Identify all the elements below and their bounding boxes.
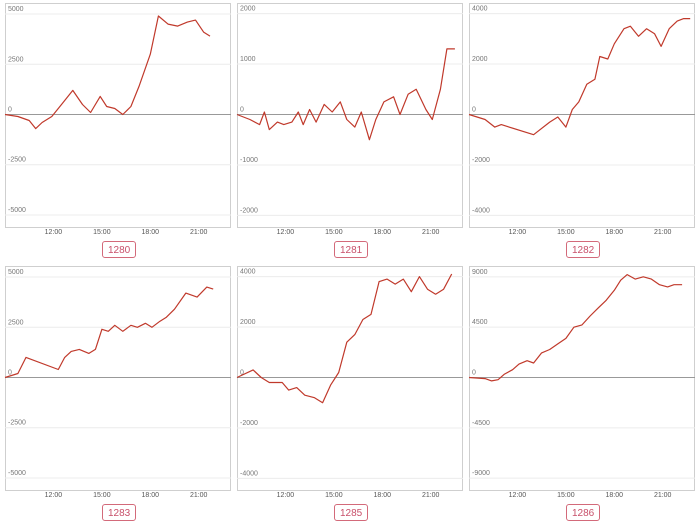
- chart-panel-1281: 2000 1000 0 -1000 -2000 12:00 15:00 18:00 21:00 1…: [236, 3, 463, 263]
- y-tick-label: 0: [8, 370, 12, 377]
- y-tick-label: -5000: [8, 207, 26, 214]
- line-chart: 9000 4500 0 -4500 -9000 12:00 15:00 18:00 21:00: [468, 269, 695, 499]
- plot-frame: [469, 3, 695, 228]
- x-tick-label: 18:00: [606, 229, 624, 236]
- chart-panel-1280: 5000 2500 0 -2500 -5000 12:00 15:00 18:00 21:00 1…: [4, 3, 231, 263]
- y-tick-label: -4000: [240, 470, 258, 477]
- plot-frame: [5, 3, 231, 228]
- x-tick-label: 18:00: [606, 492, 624, 499]
- y-tick-label: 4500: [472, 319, 488, 326]
- x-tick-label: 18:00: [374, 229, 392, 236]
- chart-id-badge: 1283: [102, 504, 137, 521]
- chart-panel-1286: 9000 4500 0 -4500 -9000 12:00 15:00 18:00 21:00 1…: [468, 266, 695, 526]
- series-line: [236, 48, 455, 141]
- x-tick-label: 18:00: [142, 229, 160, 236]
- x-tick-label: 12:00: [277, 492, 295, 499]
- x-tick-label: 21:00: [422, 492, 440, 499]
- series-line: [4, 286, 214, 379]
- chart-id-badge: 1285: [334, 504, 369, 521]
- series-line: [4, 15, 211, 130]
- chart-panel-1283: 5000 2500 0 -2500 -5000 12:00 15:00 18:00 21:00 1…: [4, 266, 231, 526]
- x-tick-label: 15:00: [93, 492, 111, 499]
- x-tick-label: 15:00: [557, 492, 575, 499]
- line-chart: 2000 1000 0 -1000 -2000 12:00 15:00 18:00 21:00: [236, 6, 463, 236]
- y-tick-label: -5000: [8, 470, 26, 477]
- y-tick-label: 4000: [240, 269, 256, 276]
- y-tick-label: -2000: [472, 157, 490, 164]
- series-line: [236, 273, 453, 404]
- chart-id-badge: 1280: [102, 241, 137, 258]
- series-line: [468, 274, 683, 382]
- line-chart: 4000 2000 0 -2000 -4000 12:00 15:00 18:00 21:00: [236, 269, 463, 499]
- y-tick-label: 1000: [240, 56, 256, 63]
- plot-frame: [5, 266, 231, 491]
- y-tick-label: 5000: [8, 269, 24, 276]
- x-tick-label: 12:00: [277, 229, 295, 236]
- line-chart: 5000 2500 0 -2500 -5000 12:00 15:00 18:00 21:00: [4, 6, 231, 236]
- line-chart: 5000 2500 0 -2500 -5000 12:00 15:00 18:00 21:00: [4, 269, 231, 499]
- y-tick-label: 0: [240, 370, 244, 377]
- chart-id-badge: 1281: [334, 241, 369, 258]
- y-tick-label: 0: [472, 107, 476, 114]
- y-tick-label: -2500: [8, 420, 26, 427]
- x-tick-label: 12:00: [45, 492, 63, 499]
- y-tick-label: 5000: [8, 6, 24, 13]
- line-chart: 4000 2000 0 -2000 -4000 12:00 15:00 18:00 21:00: [468, 6, 695, 236]
- x-tick-label: 21:00: [654, 229, 672, 236]
- chart-id-badge: 1282: [566, 241, 601, 258]
- chart-panel-1285: 4000 2000 0 -2000 -4000 12:00 15:00 18:00 21:00 1…: [236, 266, 463, 526]
- series-line: [468, 18, 691, 136]
- y-tick-label: 9000: [472, 269, 488, 276]
- y-tick-label: 4000: [472, 6, 488, 13]
- y-tick-label: -4000: [472, 207, 490, 214]
- y-tick-label: 2000: [472, 56, 488, 63]
- plot-frame: [469, 266, 695, 491]
- x-tick-label: 18:00: [374, 492, 392, 499]
- x-tick-label: 15:00: [325, 492, 343, 499]
- y-tick-label: 0: [8, 107, 12, 114]
- x-tick-label: 21:00: [422, 229, 440, 236]
- y-tick-label: -9000: [472, 470, 490, 477]
- chart-panel-1282: 4000 2000 0 -2000 -4000 12:00 15:00 18:00 21:00 1…: [468, 3, 695, 263]
- x-tick-label: 21:00: [190, 492, 208, 499]
- y-tick-label: -2000: [240, 207, 258, 214]
- y-tick-label: -2500: [8, 157, 26, 164]
- x-tick-label: 21:00: [654, 492, 672, 499]
- x-tick-label: 18:00: [142, 492, 160, 499]
- x-tick-label: 15:00: [325, 229, 343, 236]
- x-tick-label: 21:00: [190, 229, 208, 236]
- x-tick-label: 15:00: [93, 229, 111, 236]
- y-tick-label: 2500: [8, 319, 24, 326]
- y-tick-label: -1000: [240, 157, 258, 164]
- y-tick-label: 0: [472, 370, 476, 377]
- x-tick-label: 15:00: [557, 229, 575, 236]
- x-tick-label: 12:00: [509, 229, 527, 236]
- y-tick-label: 2500: [8, 56, 24, 63]
- y-tick-label: 2000: [240, 6, 256, 13]
- x-tick-label: 12:00: [45, 229, 63, 236]
- y-tick-label: 2000: [240, 319, 256, 326]
- x-tick-label: 12:00: [509, 492, 527, 499]
- y-tick-label: 0: [240, 107, 244, 114]
- plot-frame: [237, 3, 463, 228]
- y-tick-label: -4500: [472, 420, 490, 427]
- plot-frame: [237, 266, 463, 491]
- y-tick-label: -2000: [240, 420, 258, 427]
- chart-id-badge: 1286: [566, 504, 601, 521]
